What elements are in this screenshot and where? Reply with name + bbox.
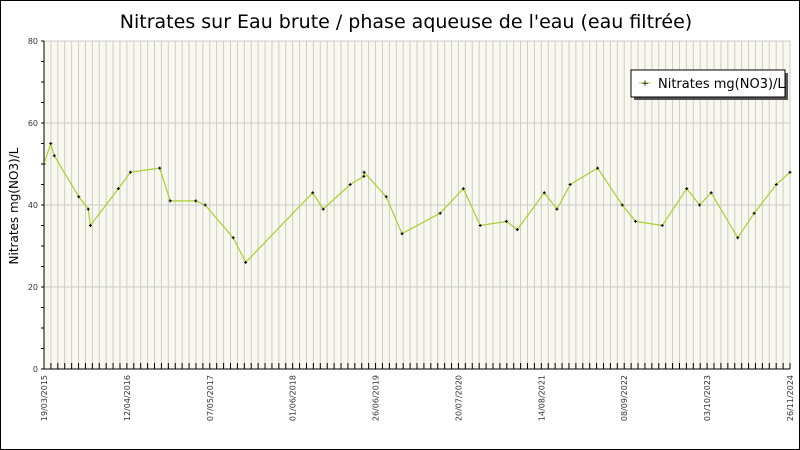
data-point xyxy=(736,236,740,240)
data-point xyxy=(88,224,92,227)
data-point xyxy=(752,211,756,215)
y-axis-ticks: 0 20 40 60 80 xyxy=(28,37,44,374)
y-axis-label: Nitrates mg(NO3)/L xyxy=(7,147,21,264)
data-point xyxy=(362,174,366,178)
data-point xyxy=(231,236,235,240)
data-point xyxy=(478,224,482,227)
data-point xyxy=(568,183,572,186)
x-tick-label: 14/08/2021 xyxy=(537,375,546,421)
x-tick-label: 19/03/2015 xyxy=(40,375,49,421)
data-point xyxy=(698,203,702,207)
data-point xyxy=(158,166,162,170)
data-point xyxy=(384,195,388,199)
data-point xyxy=(400,232,404,236)
y-tick-label: 60 xyxy=(28,119,38,128)
data-point xyxy=(774,183,778,186)
x-tick-label: 20/07/2020 xyxy=(454,375,463,421)
data-point xyxy=(555,207,559,211)
legend: + Nitrates mg(NO3)/L xyxy=(630,69,788,100)
data-point xyxy=(348,183,352,186)
data-point xyxy=(660,224,664,227)
y-tick-label: 40 xyxy=(28,201,38,210)
data-point xyxy=(203,203,207,207)
data-point xyxy=(596,166,600,170)
data-point xyxy=(709,191,713,195)
data-point xyxy=(620,203,624,207)
data-point xyxy=(362,170,366,174)
x-tick-label: 12/04/2016 xyxy=(123,375,132,421)
data-point xyxy=(321,207,325,211)
data-point xyxy=(438,211,442,215)
data-point xyxy=(86,207,90,211)
data-point xyxy=(49,142,53,145)
y-tick-label: 20 xyxy=(28,283,38,292)
data-point xyxy=(311,191,315,195)
data-point xyxy=(634,219,638,223)
chart-title: Nitrates sur Eau brute / phase aqueuse d… xyxy=(120,11,692,33)
series-nitrates xyxy=(42,141,792,264)
x-axis-ticks: 19/03/2015 12/04/2016 07/05/2017 01/06/2018… xyxy=(40,363,795,421)
series-line xyxy=(43,141,791,264)
data-point xyxy=(42,162,46,166)
data-point xyxy=(244,260,248,264)
data-point xyxy=(128,170,132,174)
legend-label: Nitrates mg(NO3)/L xyxy=(658,77,785,92)
x-tick-label: 03/10/2023 xyxy=(703,375,712,421)
y-tick-label: 0 xyxy=(33,365,38,374)
data-point xyxy=(542,191,546,195)
x-tick-label: 07/05/2017 xyxy=(206,375,215,421)
x-tick-label: 26/06/2019 xyxy=(372,375,381,421)
y-tick-label: 80 xyxy=(28,37,38,46)
data-point xyxy=(194,199,198,203)
legend-marker-icon: + xyxy=(641,79,649,89)
x-tick-label: 26/11/2024 xyxy=(786,375,795,421)
data-point xyxy=(168,199,172,203)
data-point xyxy=(461,187,465,191)
x-tick-label: 01/06/2018 xyxy=(289,375,298,421)
data-point xyxy=(52,154,56,158)
data-point xyxy=(504,219,508,223)
data-point xyxy=(788,170,792,174)
data-point xyxy=(515,228,519,232)
horizontal-grid xyxy=(44,40,790,288)
x-tick-label: 08/09/2022 xyxy=(620,375,629,421)
data-point xyxy=(77,195,81,199)
data-point xyxy=(116,187,120,191)
data-point xyxy=(685,187,689,191)
